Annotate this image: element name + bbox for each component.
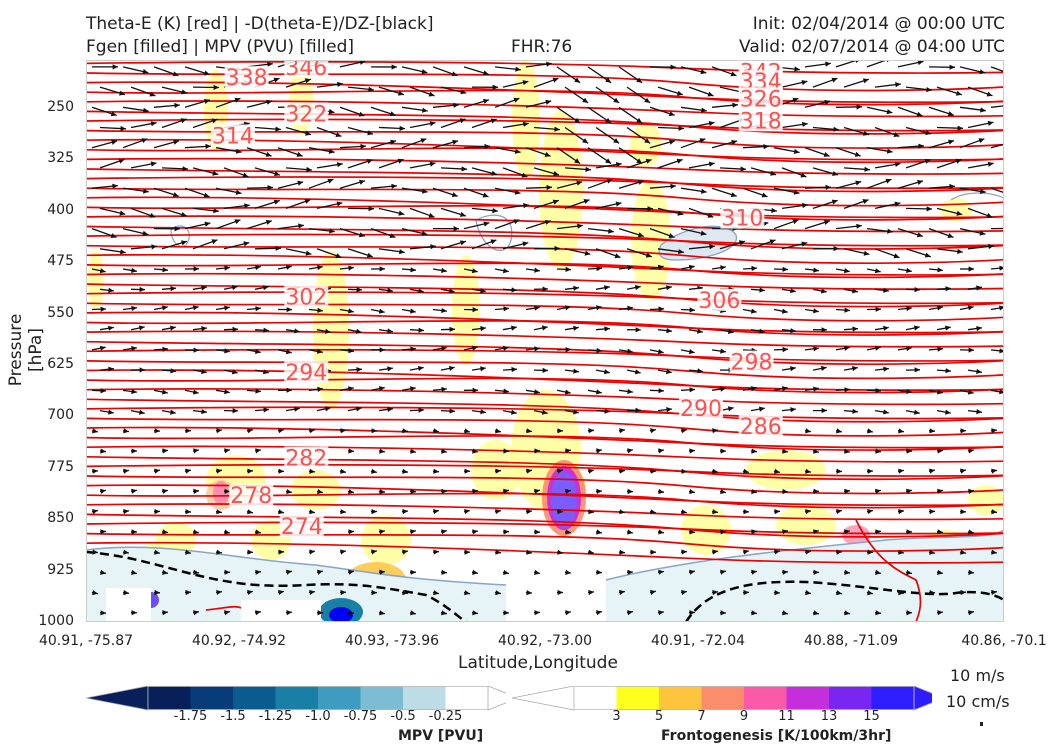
theta-e-label: 310 — [721, 207, 763, 232]
theta-e-label: 282 — [285, 447, 327, 472]
x-tick: 40.86, -70.1 — [961, 633, 1047, 649]
colorbar-tick: -1.5 — [220, 709, 246, 724]
y-tick: 325 — [47, 150, 74, 167]
theta-e-label: 306 — [698, 289, 740, 314]
y-tick: 625 — [47, 355, 74, 372]
theta-e-label: 338 — [226, 66, 268, 91]
forecast-hour: FHR:76 — [511, 37, 573, 57]
colorbar-tick: -1.25 — [258, 709, 293, 724]
x-tick: 40.92, -74.92 — [191, 633, 287, 649]
colorbar-tick: -0.5 — [390, 709, 416, 724]
x-tick: 40.88, -71.09 — [803, 633, 899, 649]
theta-e-label: 290 — [680, 397, 722, 422]
colorbar-tick: -1.75 — [173, 709, 208, 724]
colorbar-tick: 7 — [697, 709, 706, 724]
theta-e-label: 314 — [212, 124, 254, 149]
colorbar-tick: 5 — [654, 709, 664, 724]
theta-e-label: 286 — [740, 415, 782, 440]
theta-e-label: 326 — [740, 87, 782, 112]
terrain-mask — [106, 588, 321, 622]
y-tick: 700 — [47, 407, 74, 424]
x-tick: 40.92, -73.00 — [497, 633, 593, 649]
colorbar-tick: -0.75 — [343, 709, 378, 724]
theta-e-label: 274 — [281, 515, 323, 540]
colorbar-tick: 13 — [820, 709, 838, 724]
fgen-colorbar — [512, 686, 932, 711]
wind-reference-label: 10 m/s — [950, 666, 1005, 685]
y-tick: 850 — [47, 510, 74, 527]
wind-vectors — [91, 60, 1004, 616]
theta-e-label: 298 — [731, 351, 773, 376]
theta-e-contours — [86, 60, 1004, 622]
cross-section-plot: 3463383423343263223183143103063022982942… — [86, 60, 1004, 622]
colorbar-tick: 15 — [863, 709, 880, 724]
valid-time: Valid: 02/07/2014 @ 04:00 UTC — [739, 37, 1005, 57]
y-tick: 550 — [47, 304, 74, 321]
y-tick: 775 — [47, 458, 74, 475]
y-tick: 400 — [47, 201, 74, 218]
x-tick: 40.91, -75.87 — [38, 633, 134, 649]
theta-e-label: 346 — [285, 60, 327, 81]
theta-e-contour-labels: 3463383423343263223183143103063022982942… — [210, 60, 783, 540]
theta-e-label: 294 — [285, 361, 327, 386]
y-tick: 475 — [47, 253, 74, 270]
colorbar-tick: 11 — [778, 709, 795, 724]
title-left-line1: Theta-E (K) [red] | -D(theta-E)/DZ-[blac… — [86, 14, 434, 34]
colorbar-tick: 9 — [739, 709, 749, 724]
colorbar-tick: -0.25 — [428, 709, 463, 724]
theta-e-label: 278 — [230, 484, 272, 509]
init-time: Init: 02/04/2014 @ 00:00 UTC — [752, 14, 1005, 34]
theta-e-gradient-contours — [86, 550, 1004, 622]
reference-vector-arrow — [980, 722, 983, 726]
mpv-colorbar-label: MPV [PVU] — [398, 728, 484, 744]
theta-e-label: 302 — [285, 285, 327, 310]
y-tick: 925 — [47, 561, 74, 578]
y-tick: 1000 — [38, 613, 74, 629]
x-axis-label: Latitude,Longitude — [458, 653, 618, 673]
fgen-colorbar-label: Frontogenesis [K/100km/3hr] — [661, 728, 892, 744]
x-tick: 40.91, -72.04 — [650, 633, 746, 649]
colorbar-tick: -1.0 — [305, 709, 331, 724]
title-left-line2: Fgen [filled] | MPV (PVU) [filled] — [86, 37, 355, 57]
theta-e-label: 318 — [740, 109, 782, 134]
colorbar-tick: 3 — [612, 709, 621, 724]
vertical-reference-label: 10 cm/s — [946, 692, 1010, 711]
y-tick: 250 — [47, 98, 74, 115]
theta-e-label: 322 — [285, 102, 327, 127]
x-tick: 40.93, -73.96 — [344, 633, 440, 649]
mpv-colorbar — [86, 686, 506, 711]
